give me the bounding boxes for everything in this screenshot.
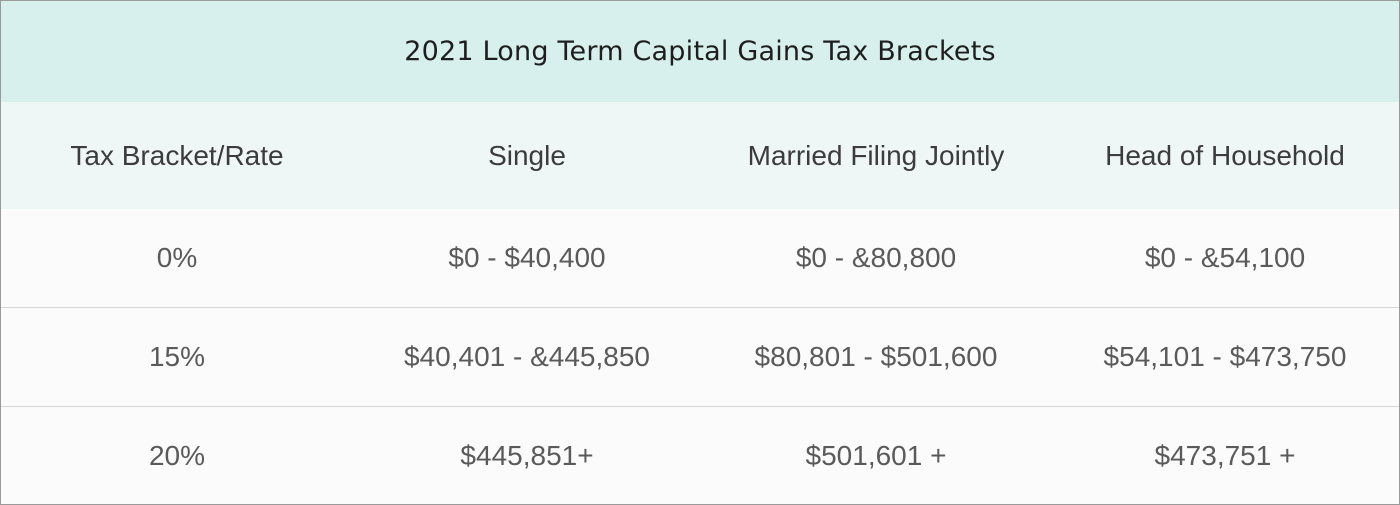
married-filing-jointly-cell: $80,801 - $501,600 bbox=[754, 341, 998, 372]
header-married-filing-jointly: Married Filing Jointly bbox=[747, 139, 1005, 171]
single-cell: $445,851+ bbox=[460, 440, 594, 471]
table-header-row: Tax Bracket/Rate Single Married Filing J… bbox=[1, 102, 1399, 209]
head-of-household-cell: $473,751 + bbox=[1154, 440, 1296, 471]
table-row: 20% $445,851+ $501,601 + $473,751 + bbox=[1, 406, 1399, 504]
rate-cell: 20% bbox=[148, 440, 206, 471]
married-filing-jointly-cell: $501,601 + bbox=[805, 440, 947, 471]
single-cell: $40,401 - &445,850 bbox=[404, 341, 650, 372]
header-single: Single bbox=[488, 139, 566, 171]
table-row: 0% $0 - $40,400 $0 - &80,800 $0 - &54,10… bbox=[1, 209, 1399, 307]
header-head-of-household: Head of Household bbox=[1105, 139, 1345, 171]
rate-cell: 15% bbox=[148, 341, 206, 372]
table-title: 2021 Long Term Capital Gains Tax Bracket… bbox=[404, 36, 996, 67]
header-tax-bracket-rate: Tax Bracket/Rate bbox=[70, 139, 284, 171]
head-of-household-cell: $0 - &54,100 bbox=[1144, 242, 1306, 273]
head-of-household-cell: $54,101 - $473,750 bbox=[1103, 341, 1347, 372]
single-cell: $0 - $40,400 bbox=[448, 242, 606, 273]
rate-cell: 0% bbox=[156, 242, 198, 273]
table-row: 15% $40,401 - &445,850 $80,801 - $501,60… bbox=[1, 307, 1399, 406]
married-filing-jointly-cell: $0 - &80,800 bbox=[795, 242, 957, 273]
table-title-bar: 2021 Long Term Capital Gains Tax Bracket… bbox=[1, 1, 1399, 102]
